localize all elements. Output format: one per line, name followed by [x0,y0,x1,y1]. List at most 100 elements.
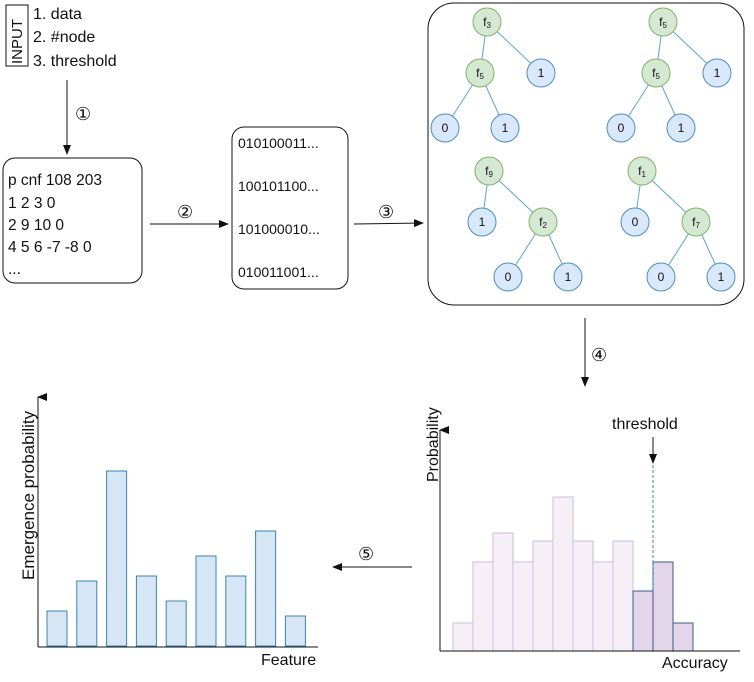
step-4-label: ④ [591,345,607,365]
feature-node [627,156,657,186]
leaf-node [430,113,460,143]
cnf-box: p cnf 108 203 1 2 3 0 2 9 10 0 4 5 6 -7 … [2,157,143,284]
binary-box-frame [231,126,349,290]
accuracy-bar [592,561,614,652]
cnf-line: 1 2 3 0 [8,195,56,212]
accuracy-x-label: Accuracy [662,655,728,672]
tree: f1 0 f7 0 1 [620,156,736,292]
feature-node-label: f5 [652,66,660,81]
input-label-box [5,4,29,67]
accuracy-bars [452,496,694,652]
feature-bar [255,530,277,647]
step-5-label: ⑤ [358,544,374,564]
feature-node-label: f2 [539,215,547,230]
accuracy-bar [552,496,574,652]
tree: f3 f5 1 0 1 [430,7,556,143]
feature-bar [284,615,306,647]
binary-line: 101000010... [238,221,320,237]
accuracy-chart: Probability Accuracy threshold [425,407,740,672]
input-item-node: 2. #node [33,29,95,46]
accuracy-bar [612,540,634,652]
leaf-node [666,113,696,143]
leaf-node-label: 0 [618,121,625,135]
binary-line: 010100011... [238,135,319,151]
leaf-node-label: 1 [479,215,486,229]
feature-node-label: f3 [483,15,491,30]
leaf-node-label: 1 [502,121,509,135]
leaf-node-label: 1 [718,270,725,284]
feature-node-label: f5 [476,66,484,81]
tree: f9 1 f2 0 1 [467,156,583,292]
feature-bars [46,470,306,647]
cnf-box-frame [2,157,143,284]
step-2-label: ② [177,202,193,222]
leaf-node [646,262,676,292]
feature-node [681,207,711,237]
feature-node [641,58,671,88]
input-label: INPUT [9,19,26,64]
feature-node [465,58,495,88]
feature-y-label: Emergence probability [19,410,38,580]
feature-bar [195,555,217,647]
cnf-line: 4 5 6 -7 -8 0 [8,239,92,256]
accuracy-bar [452,622,474,652]
cnf-line: ... [8,261,21,278]
leaf-node [493,262,523,292]
accuracy-bar [472,561,494,652]
binary-line: 100101100... [238,178,319,194]
step-3-label: ③ [378,202,394,222]
feature-node-label: f5 [659,15,667,30]
leaf-node [553,262,583,292]
decision-trees: f3 f5 1 0 1 f5 f5 1 0 1 f9 1 f2 0 1 f1 0 f7 0 1 [430,7,736,292]
feature-bar [165,600,187,647]
leaf-node [702,58,732,88]
leaf-node-label: 0 [632,215,639,229]
accuracy-bar [572,540,594,652]
step-1-label: ① [75,104,91,124]
accuracy-bar [492,532,514,652]
accuracy-bar [672,622,694,652]
accuracy-bar [512,561,534,652]
trees-panel [427,2,745,306]
feature-node [528,207,558,237]
leaf-node-label: 0 [442,121,449,135]
tree: f5 f5 1 0 1 [606,7,732,143]
arrow-step-3 [353,219,424,228]
binary-line: 010011001... [238,264,319,280]
feature-node-label: f9 [485,164,493,179]
feature-x-label: Feature [261,652,316,669]
leaf-node [606,113,636,143]
feature-node [648,7,678,37]
threshold-label: threshold [612,416,678,433]
leaf-node [526,58,556,88]
leaf-node-label: 1 [565,270,572,284]
cnf-line: p cnf 108 203 [8,172,102,189]
cnf-line: 2 9 10 0 [8,217,64,234]
accuracy-bar [632,590,654,652]
feature-chart: Emergence probability Feature [19,393,318,669]
accuracy-bar [532,540,554,652]
feature-node-label: f7 [692,215,700,230]
leaf-node [706,262,736,292]
leaf-node-label: 1 [714,66,721,80]
feature-bar [106,470,128,647]
leaf-node [620,207,650,237]
feature-bar [76,580,98,647]
leaf-node-label: 1 [538,66,545,80]
feature-node-label: f1 [638,164,646,179]
leaf-node-label: 1 [678,121,685,135]
feature-bar [225,575,247,647]
feature-node [472,7,502,37]
accuracy-y-label: Probability [425,407,442,482]
feature-node [474,156,504,186]
input-item-threshold: 3. threshold [33,53,117,70]
binary-box: 010100011... 100101100... 101000010... 0… [231,126,349,290]
input-block: INPUT 1. data 2. #node 3. threshold [5,4,117,70]
feature-bar [135,575,157,647]
leaf-node-label: 0 [658,270,665,284]
accuracy-bar [652,561,674,652]
feature-bar [46,610,68,647]
leaf-node-label: 0 [505,270,512,284]
leaf-node [467,207,497,237]
